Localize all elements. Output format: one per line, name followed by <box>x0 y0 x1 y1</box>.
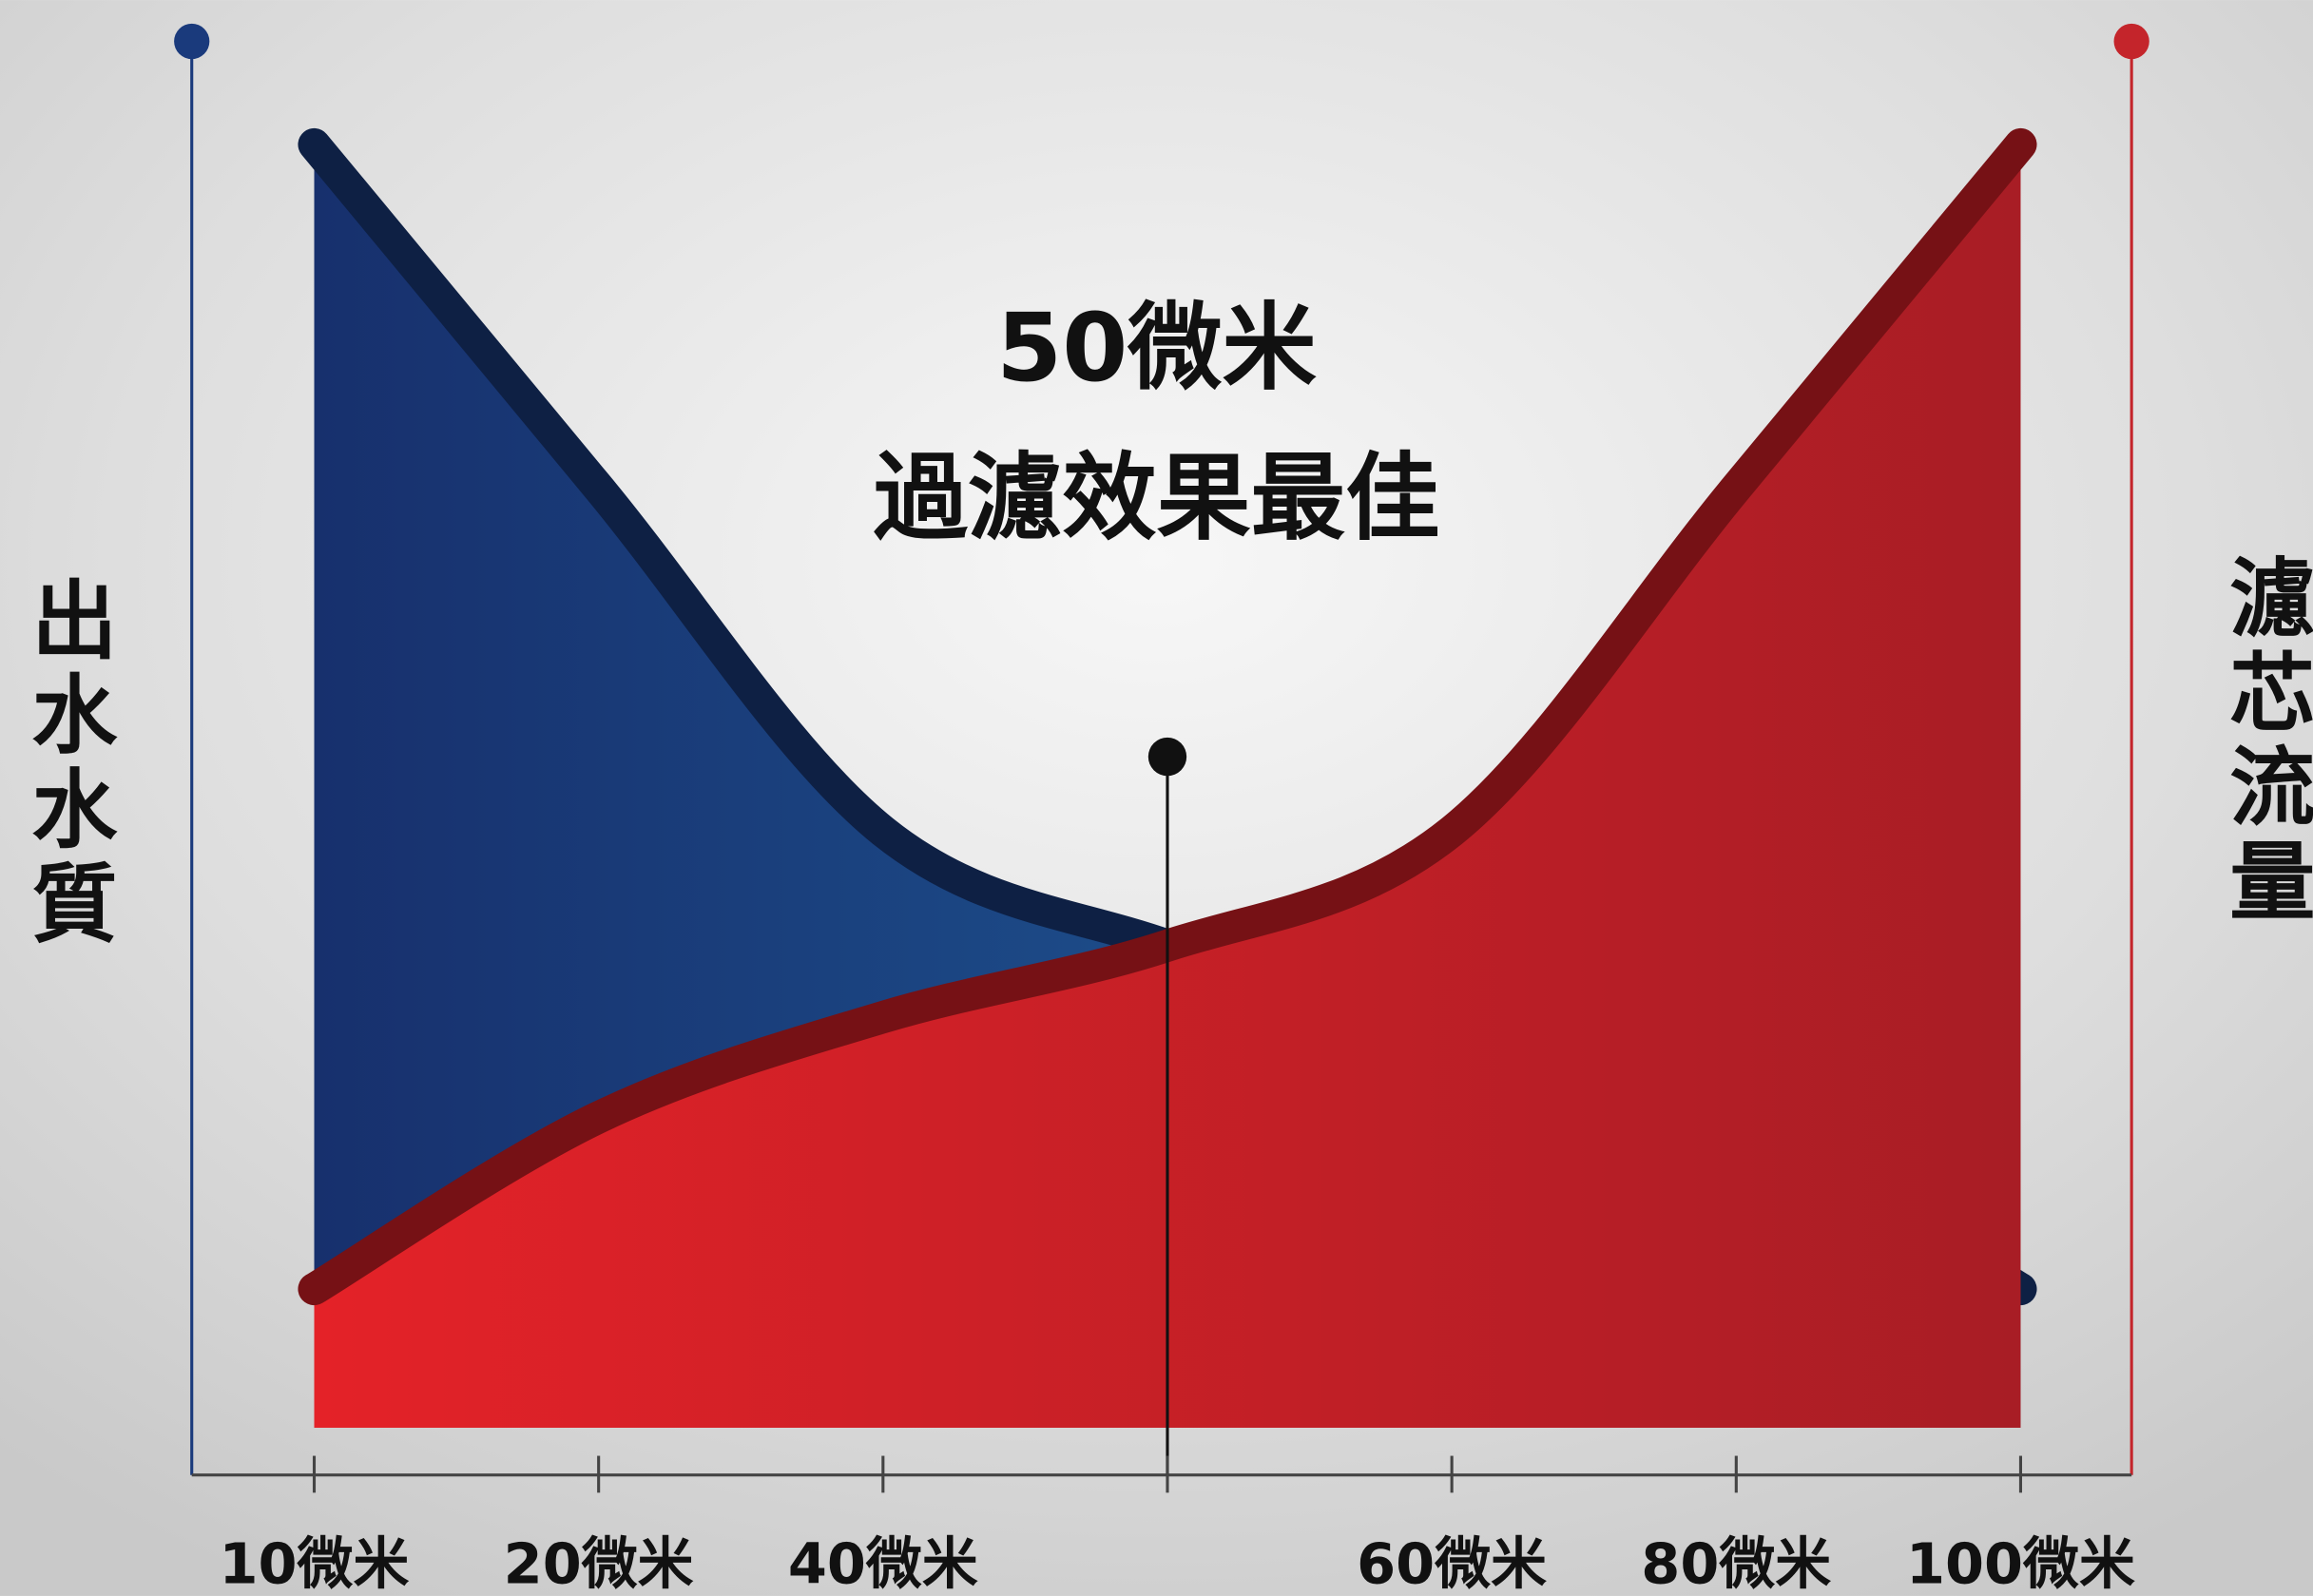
x-tick-label: 40微米 <box>788 1531 978 1596</box>
right-axis-label: 濾芯流量 <box>2214 553 2313 931</box>
left-axis-dot <box>174 23 210 60</box>
x-tick-label: 10微米 <box>220 1531 410 1596</box>
annotation-dot <box>1147 737 1187 777</box>
x-tick-label: 60微米 <box>1357 1531 1547 1596</box>
x-tick-label: 20微米 <box>504 1531 694 1596</box>
area <box>314 144 2021 1429</box>
annotation-text: 過濾效果最佳 <box>874 444 1440 553</box>
x-tick-label: 80微米 <box>1641 1531 1831 1596</box>
right-axis-dot <box>2113 23 2149 60</box>
annotation-title: 50微米 <box>996 294 1317 403</box>
x-tick-label: 100微米 <box>1906 1531 2135 1596</box>
left-axis-label: 出水水質 <box>16 575 117 952</box>
area-edge <box>298 127 2037 1306</box>
plot-area <box>298 127 2037 1429</box>
